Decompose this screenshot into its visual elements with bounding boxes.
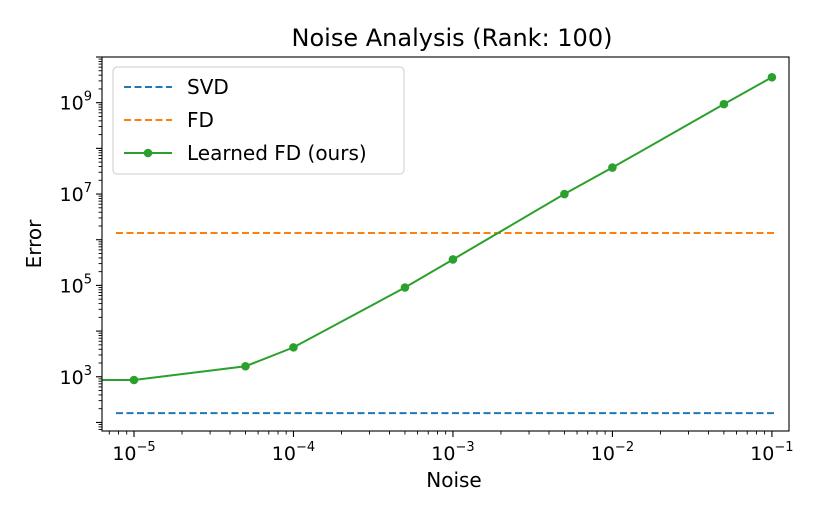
data-point (767, 72, 777, 82)
legend-label-fd: FD (187, 108, 214, 132)
data-point (289, 343, 298, 352)
y-axis: 103 105 107 109 (60, 56, 102, 430)
plot-area (102, 72, 777, 415)
y-tick-label: 103 (60, 364, 92, 389)
legend-label-learned-fd-ours: Learned FD (ours) (187, 141, 367, 165)
data-point (448, 255, 458, 264)
legend-box (112, 66, 405, 175)
data-point (719, 99, 729, 109)
x-tick-label: 10−1 (750, 440, 793, 465)
data-point (129, 375, 139, 385)
x-tick-label: 10−3 (431, 440, 474, 465)
y-axis-label: Error (22, 219, 46, 269)
legend: SVD FD Learned FD (ours) (112, 66, 405, 175)
y-tick-label: 109 (60, 90, 92, 115)
data-point (560, 189, 569, 199)
x-axis-label: Noise (426, 468, 481, 492)
x-tick-label: 10−5 (112, 440, 155, 465)
chart-title: Noise Analysis (Rank: 100) (292, 24, 613, 52)
data-point (241, 361, 250, 371)
x-tick-label: 10−2 (591, 440, 634, 465)
legend-label-svd: SVD (187, 75, 229, 99)
data-point (608, 163, 617, 172)
y-tick-label: 105 (60, 272, 92, 297)
series-line-learned-fd (102, 76, 773, 381)
y-tick-label: 107 (60, 181, 92, 206)
x-axis: 10−5 10−4 10−3 10−2 10−1 (108, 431, 794, 465)
data-point (400, 283, 410, 292)
x-tick-label: 10−4 (272, 440, 315, 465)
legend-marker (143, 148, 153, 158)
